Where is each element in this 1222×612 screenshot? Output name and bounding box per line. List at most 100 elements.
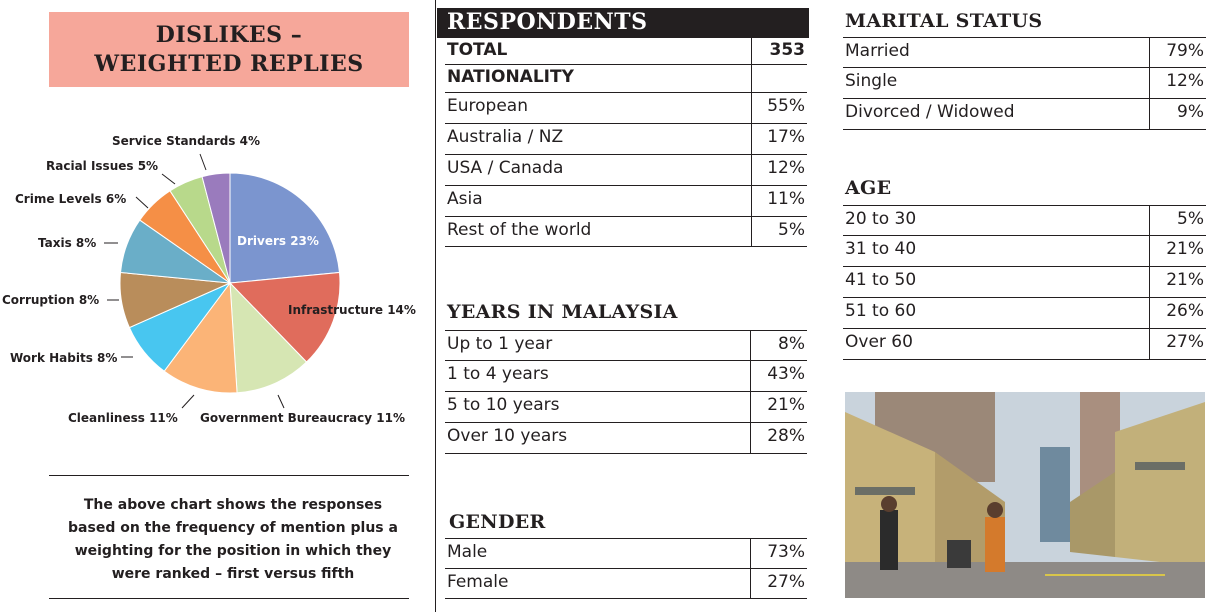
table-row: 41 to 50 21% [843,267,1206,298]
respondents-heading-bar: RESPONDENTS [437,8,809,38]
cell-divider [751,38,752,64]
cell-divider [751,65,752,92]
cell-divider [1149,206,1150,235]
table-row: 31 to 40 21% [843,236,1206,267]
table-row: Over 60 27% [843,329,1206,360]
row-value: 12% [767,158,805,178]
pie-label-government-bureaucracy: Government Bureaucracy 11% [200,411,405,425]
pie-label-corruption: Corruption 8% [2,293,99,307]
row-value: 8% [778,334,805,354]
pie-label-service-standards: Service Standards 4% [112,134,260,148]
respondents-heading: RESPONDENTS [447,9,648,35]
table-row: Asia 11% [445,186,807,217]
row-label: Male [447,542,488,562]
row-value: 27% [1166,332,1204,352]
row-label: 51 to 60 [845,301,917,321]
cell-divider [751,93,752,123]
cell-divider [750,423,751,453]
row-value: 21% [1166,239,1204,259]
street-photo [845,392,1205,598]
cell-divider [1149,267,1150,297]
table-row: 5 to 10 years 21% [445,392,807,423]
row-value: 28% [767,426,805,446]
row-label: European [447,96,528,116]
chart-note-line: weighting for the position in which they [74,543,392,559]
row-value: 26% [1166,301,1204,321]
cell-divider [750,361,751,391]
respondents-table: TOTAL 353 NATIONALITY European 55% Austr… [445,38,807,247]
gender-heading: GENDER [449,511,546,533]
row-value: 27% [767,572,805,592]
chart-title-line1: DISLIKES – [155,22,303,48]
row-value: 5% [778,220,805,240]
table-row: Over 10 years 28% [445,423,807,454]
row-label: USA / Canada [447,158,564,178]
cell-divider [1149,329,1150,359]
pie-label-drivers: Drivers 23% [237,234,319,248]
row-label: Single [845,71,898,91]
table-row: Female 27% [445,569,807,599]
table-row: Australia / NZ 17% [445,124,807,155]
row-label: Divorced / Widowed [845,102,1015,122]
pie-leader-line [199,153,207,171]
row-value: 11% [767,189,805,209]
pie-slice-service-standards [201,172,231,284]
row-label: 41 to 50 [845,270,917,290]
row-label: Married [845,41,910,61]
photo-shophouse-right-far [1070,472,1115,557]
pie-labels: Drivers 23% Infrastructure 14% Government … [2,134,416,425]
pie-leader-lines [104,153,285,409]
table-row: Rest of the world 5% [445,217,807,247]
marital-table: Married 79% Single 12% Divorced / Widowe… [843,37,1206,130]
row-value: 17% [767,127,805,147]
table-row: Male 73% [445,538,807,569]
pie-slice-drivers [229,172,341,284]
cell-divider [751,124,752,154]
chart-note: The above chart shows the responses base… [55,494,411,586]
cell-divider [1149,38,1150,67]
pie-label-infrastructure: Infrastructure 14% [288,303,416,317]
chart-title-line2: WEIGHTED REPLIES [94,51,364,77]
table-row: Divorced / Widowed 9% [843,99,1206,130]
cell-divider [751,186,752,216]
row-label: Female [447,572,509,592]
photo-tower-center [1040,447,1070,542]
row-value: 12% [1166,71,1204,91]
table-row: 51 to 60 26% [843,298,1206,329]
photo-awning [855,487,915,495]
row-label: Asia [447,189,483,209]
total-row: TOTAL 353 [445,38,807,65]
pie-label-crime-levels: Crime Levels 6% [15,192,126,206]
table-row: Single 12% [843,68,1206,99]
marital-heading: MARITAL STATUS [845,10,1043,32]
row-label: 20 to 30 [845,209,917,229]
row-label: Australia / NZ [447,127,564,147]
nationality-row: NATIONALITY [445,65,807,93]
table-row: Married 79% [843,37,1206,68]
table-row: 20 to 30 5% [843,205,1206,236]
row-label: Rest of the world [447,220,592,240]
cell-divider [1149,298,1150,328]
photo-motorcyclist [947,540,971,568]
row-value: 5% [1177,209,1204,229]
photo-shophouse-right [1115,402,1205,567]
chart-note-line: based on the frequency of mention plus a [68,520,398,536]
pie-leader-line [181,394,195,409]
table-row: Up to 1 year 8% [445,330,807,361]
photo-pedestrian-right-head [987,502,1003,518]
cell-divider [751,217,752,246]
row-label: 5 to 10 years [447,395,560,415]
pie-leader-line [161,173,176,185]
cell-divider [751,155,752,185]
cell-divider [1149,68,1150,98]
pie-label-work-habits: Work Habits 8% [10,351,117,365]
nationality-label: NATIONALITY [447,67,574,87]
row-value: 9% [1177,102,1204,122]
photo-awning-right [1135,462,1185,470]
column-divider [435,0,436,612]
table-row: European 55% [445,93,807,124]
row-value: 79% [1166,41,1204,61]
photo-road [845,562,1205,598]
cell-divider [750,392,751,422]
years-table: Up to 1 year 8% 1 to 4 years 43% 5 to 10… [445,330,807,454]
